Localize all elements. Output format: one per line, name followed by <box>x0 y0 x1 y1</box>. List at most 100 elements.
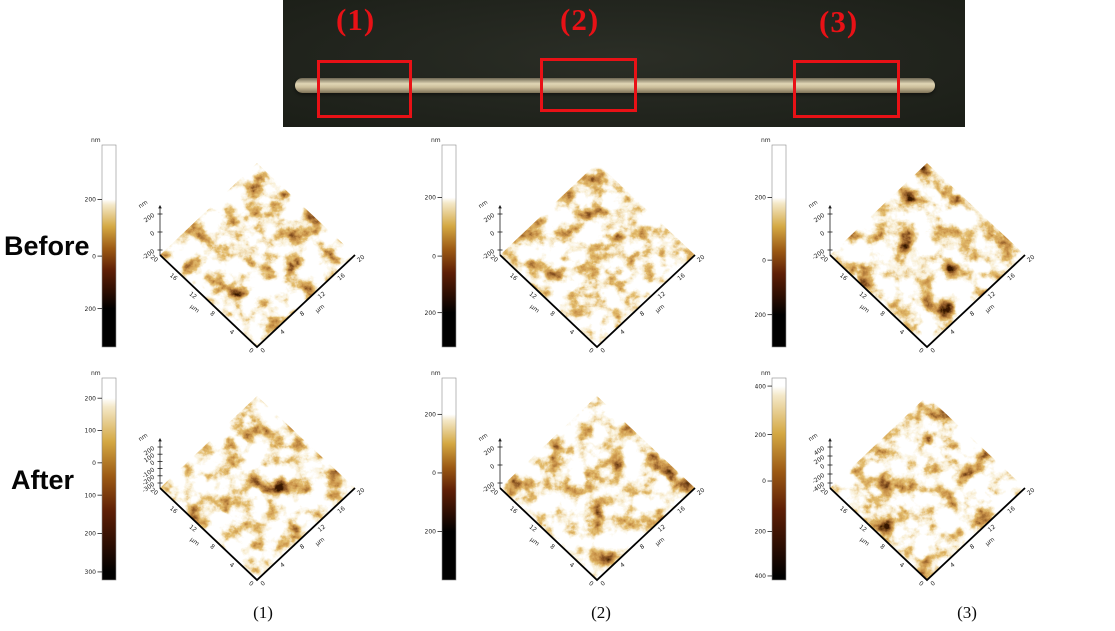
x-axis-tick-label: 16 <box>1006 272 1016 282</box>
colorbar-tick-label: 0 <box>762 257 766 264</box>
region-label-2: (2) <box>560 2 600 37</box>
z-axis-tick-label: 200 <box>813 212 827 224</box>
y-axis-tick-label: 0 <box>587 580 594 588</box>
y-axis-tick-label: 0 <box>247 580 254 588</box>
surface-3d <box>500 396 695 580</box>
row-label-before: Before <box>4 231 90 261</box>
colorbar-tick-label: -200 <box>755 312 766 319</box>
y-axis-tick-label: 4 <box>228 328 235 336</box>
z-axis-tick-label: 0 <box>819 230 826 238</box>
x-axis-unit-label: µm <box>984 303 996 315</box>
region-label-1: (1) <box>336 2 376 37</box>
y-axis-unit-label: µm <box>858 303 870 315</box>
y-axis-tick-label: 8 <box>548 543 555 551</box>
y-axis-tick-label: 0 <box>917 580 924 588</box>
z-axis-tick-label: 0 <box>149 230 156 238</box>
colorbar-tick-label: -200 <box>425 529 436 536</box>
x-axis-tick-label: 0 <box>259 580 266 588</box>
x-axis-tick-label: 8 <box>969 310 976 318</box>
x-axis-tick-label: 16 <box>676 505 686 515</box>
x-axis-tick-label: 0 <box>929 347 936 355</box>
colorbar-tick-label: 0 <box>92 460 96 467</box>
region-label-3: (3) <box>819 4 859 39</box>
base-axes <box>829 254 1026 349</box>
colorbar-tick-label: 200 <box>425 195 436 202</box>
z-axis-tick-label: 0 <box>489 463 496 471</box>
x-axis-tick-label: 20 <box>356 254 366 264</box>
x-axis-tick-label: 8 <box>639 310 646 318</box>
x-axis-tick-label: 20 <box>1026 254 1036 264</box>
figure-caption-2: (2) <box>591 603 611 622</box>
colorbar-unit-label: nm <box>91 137 101 144</box>
colorbar-tick-label: 200 <box>85 395 96 402</box>
y-axis-unit-label: µm <box>528 536 540 548</box>
y-axis-tick-label: 16 <box>508 505 518 515</box>
colorbar-unit-label: nm <box>761 370 771 377</box>
x-axis-tick-label: 0 <box>259 347 266 355</box>
z-axis-unit-label: nm <box>137 432 149 443</box>
colorbar-tick-label: 0 <box>432 470 436 477</box>
colorbar <box>441 144 457 348</box>
x-axis-tick-label: 8 <box>639 543 646 551</box>
z-axis-tick-label: 200 <box>483 212 497 224</box>
x-axis-tick-label: 4 <box>949 561 956 569</box>
x-axis-unit-label: µm <box>654 536 666 548</box>
x-axis-tick-label: 16 <box>336 272 346 282</box>
x-axis-tick-label: 4 <box>949 328 956 336</box>
z-axis-tick-label: 0 <box>489 230 496 238</box>
x-axis-unit-label: µm <box>984 536 996 548</box>
colorbar-unit-label: nm <box>761 137 771 144</box>
colorbar-tick-label: 200 <box>425 412 436 419</box>
x-axis-tick-label: 20 <box>1026 487 1036 497</box>
colorbar-tick-label: 0 <box>92 253 96 260</box>
z-axis-tick-label: 0 <box>149 459 156 467</box>
y-axis-tick-label: 0 <box>247 347 254 355</box>
x-axis-tick-label: 12 <box>657 290 667 300</box>
y-axis-tick-label: 20 <box>149 487 159 497</box>
y-axis-tick-label: 8 <box>548 310 555 318</box>
y-axis-tick-label: 16 <box>838 505 848 515</box>
x-axis-tick-label: 20 <box>696 254 706 264</box>
z-axis-unit-label: nm <box>477 432 489 443</box>
z-axis-tick-label: 200 <box>483 445 497 457</box>
x-axis-tick-label: 12 <box>987 290 997 300</box>
figure-caption-1: (1) <box>253 603 273 622</box>
y-axis-tick-label: 8 <box>878 543 885 551</box>
y-axis-tick-label: 12 <box>858 291 868 301</box>
z-axis-unit-label: nm <box>477 199 489 210</box>
y-axis-tick-label: 20 <box>489 254 499 264</box>
x-axis-tick-label: 8 <box>969 543 976 551</box>
surface-3d <box>160 396 355 580</box>
colorbar-tick-label: -100 <box>85 492 96 499</box>
sample-photo: (1) (2) (3) <box>283 0 965 127</box>
colorbar-tick-label: -300 <box>85 569 96 576</box>
x-axis-tick-label: 4 <box>619 328 626 336</box>
colorbar-unit-label: nm <box>91 370 101 377</box>
y-axis-tick-label: 12 <box>528 291 538 301</box>
x-axis-tick-label: 4 <box>279 328 286 336</box>
y-axis-tick-label: 16 <box>508 272 518 282</box>
x-axis-unit-label: µm <box>654 303 666 315</box>
y-axis-tick-label: 0 <box>917 347 924 355</box>
surface-3d <box>160 163 355 347</box>
sample-rod <box>295 78 935 93</box>
colorbar-tick-label: 200 <box>755 432 766 439</box>
y-axis-tick-label: 8 <box>208 310 215 318</box>
z-axis-tick-label: 0 <box>819 463 826 471</box>
colorbar-tick-label: -200 <box>85 306 96 313</box>
colorbar-tick-label: -200 <box>85 531 96 538</box>
surface-3d <box>830 163 1025 347</box>
y-axis-unit-label: µm <box>528 303 540 315</box>
x-axis-tick-label: 8 <box>299 543 306 551</box>
x-axis-tick-label: 16 <box>1006 505 1016 515</box>
